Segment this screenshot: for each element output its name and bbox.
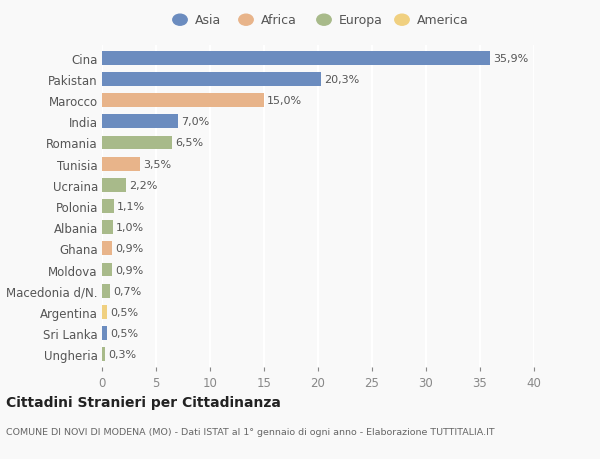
- Text: 15,0%: 15,0%: [267, 96, 302, 106]
- Bar: [102, 179, 126, 192]
- Text: 1,1%: 1,1%: [117, 202, 145, 212]
- Bar: [102, 52, 490, 66]
- Text: 35,9%: 35,9%: [493, 54, 528, 64]
- Text: Cittadini Stranieri per Cittadinanza: Cittadini Stranieri per Cittadinanza: [6, 395, 281, 409]
- Text: 3,5%: 3,5%: [143, 159, 171, 169]
- Text: 0,5%: 0,5%: [110, 328, 139, 338]
- Bar: [102, 347, 105, 361]
- Bar: [102, 284, 110, 298]
- Text: 7,0%: 7,0%: [181, 117, 209, 127]
- Bar: [102, 305, 107, 319]
- Bar: [102, 115, 178, 129]
- Bar: [102, 136, 172, 150]
- Bar: [102, 94, 264, 108]
- Bar: [102, 73, 321, 87]
- Text: 20,3%: 20,3%: [325, 75, 360, 85]
- Bar: [102, 263, 112, 277]
- Text: 0,7%: 0,7%: [113, 286, 141, 296]
- Bar: [102, 200, 114, 213]
- Text: 0,5%: 0,5%: [110, 307, 139, 317]
- Text: 6,5%: 6,5%: [175, 138, 203, 148]
- Text: 0,9%: 0,9%: [115, 265, 143, 275]
- Bar: [102, 326, 107, 340]
- Text: COMUNE DI NOVI DI MODENA (MO) - Dati ISTAT al 1° gennaio di ogni anno - Elaboraz: COMUNE DI NOVI DI MODENA (MO) - Dati IST…: [6, 427, 494, 436]
- Text: 0,9%: 0,9%: [115, 244, 143, 254]
- Text: 0,3%: 0,3%: [109, 349, 137, 359]
- Text: Europa: Europa: [339, 14, 383, 27]
- Text: 1,0%: 1,0%: [116, 223, 144, 233]
- Text: Asia: Asia: [195, 14, 221, 27]
- Text: Africa: Africa: [261, 14, 297, 27]
- Text: 2,2%: 2,2%: [129, 180, 157, 190]
- Text: America: America: [417, 14, 469, 27]
- Bar: [102, 157, 140, 171]
- Bar: [102, 221, 113, 235]
- Bar: [102, 242, 112, 256]
